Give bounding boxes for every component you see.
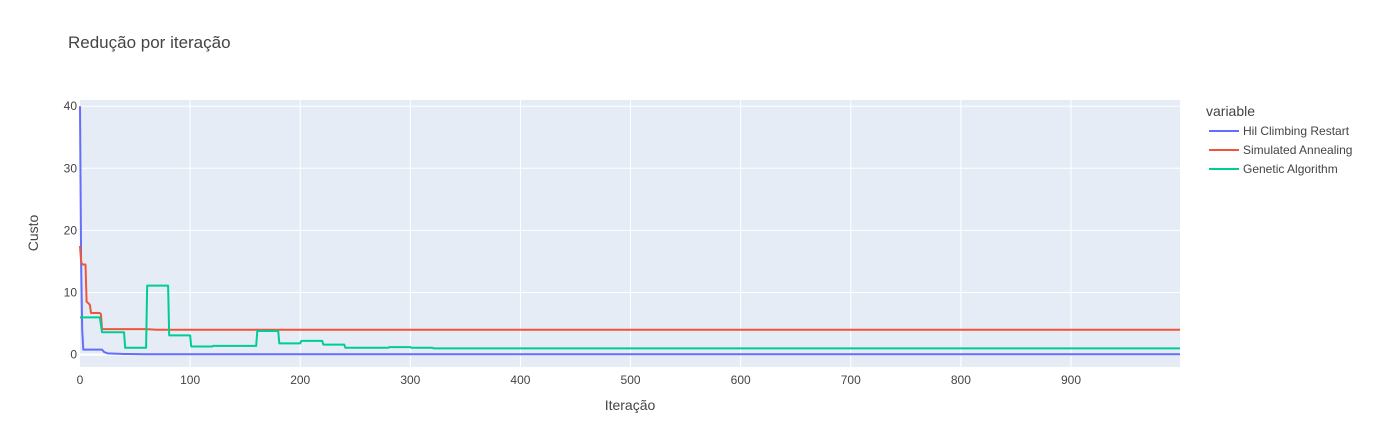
y-tick-label: 20: [64, 223, 78, 237]
x-tick-label: 600: [731, 373, 751, 387]
x-tick-label: 400: [510, 373, 530, 387]
x-axis-title: Iteração: [605, 397, 656, 413]
series-lines: [79, 106, 1180, 356]
y-axis-ticks: 0 10 20 30 40: [64, 99, 78, 361]
series-line-simulated-annealing: [79, 245, 1180, 331]
chart-title: Redução por iteração: [68, 33, 231, 52]
x-axis-ticks: 0 100 200 300 400 500 600 700 800 900: [77, 373, 1082, 387]
legend-item[interactable]: Simulated Annealing: [1209, 143, 1352, 157]
y-tick-label: 40: [64, 99, 78, 113]
plot-area: [80, 100, 1180, 367]
series-line-hil-climbing-restart: [79, 106, 1180, 356]
legend-label: Hil Climbing Restart: [1243, 124, 1350, 138]
x-tick-label: 500: [621, 373, 641, 387]
legend-item[interactable]: Hil Climbing Restart: [1209, 124, 1350, 138]
legend-label: Simulated Annealing: [1243, 143, 1352, 157]
y-tick-label: 0: [70, 348, 77, 362]
x-tick-label: 900: [1061, 373, 1081, 387]
legend[interactable]: variable Hil Climbing Restart Simulated A…: [1206, 103, 1352, 176]
legend-item[interactable]: Genetic Algorithm: [1209, 162, 1338, 176]
y-tick-label: 30: [64, 161, 78, 175]
x-tick-label: 300: [400, 373, 420, 387]
y-tick-label: 10: [64, 285, 78, 299]
legend-label: Genetic Algorithm: [1243, 162, 1338, 176]
legend-title: variable: [1206, 103, 1255, 119]
y-axis-title: Custo: [25, 215, 41, 252]
x-tick-label: 700: [841, 373, 861, 387]
x-tick-label: 800: [951, 373, 971, 387]
x-tick-label: 100: [180, 373, 200, 387]
x-tick-label: 0: [77, 373, 84, 387]
legend-items[interactable]: Hil Climbing Restart Simulated Annealing G…: [1209, 124, 1352, 176]
x-tick-label: 200: [290, 373, 310, 387]
series-line-genetic-algorithm: [80, 284, 1180, 350]
